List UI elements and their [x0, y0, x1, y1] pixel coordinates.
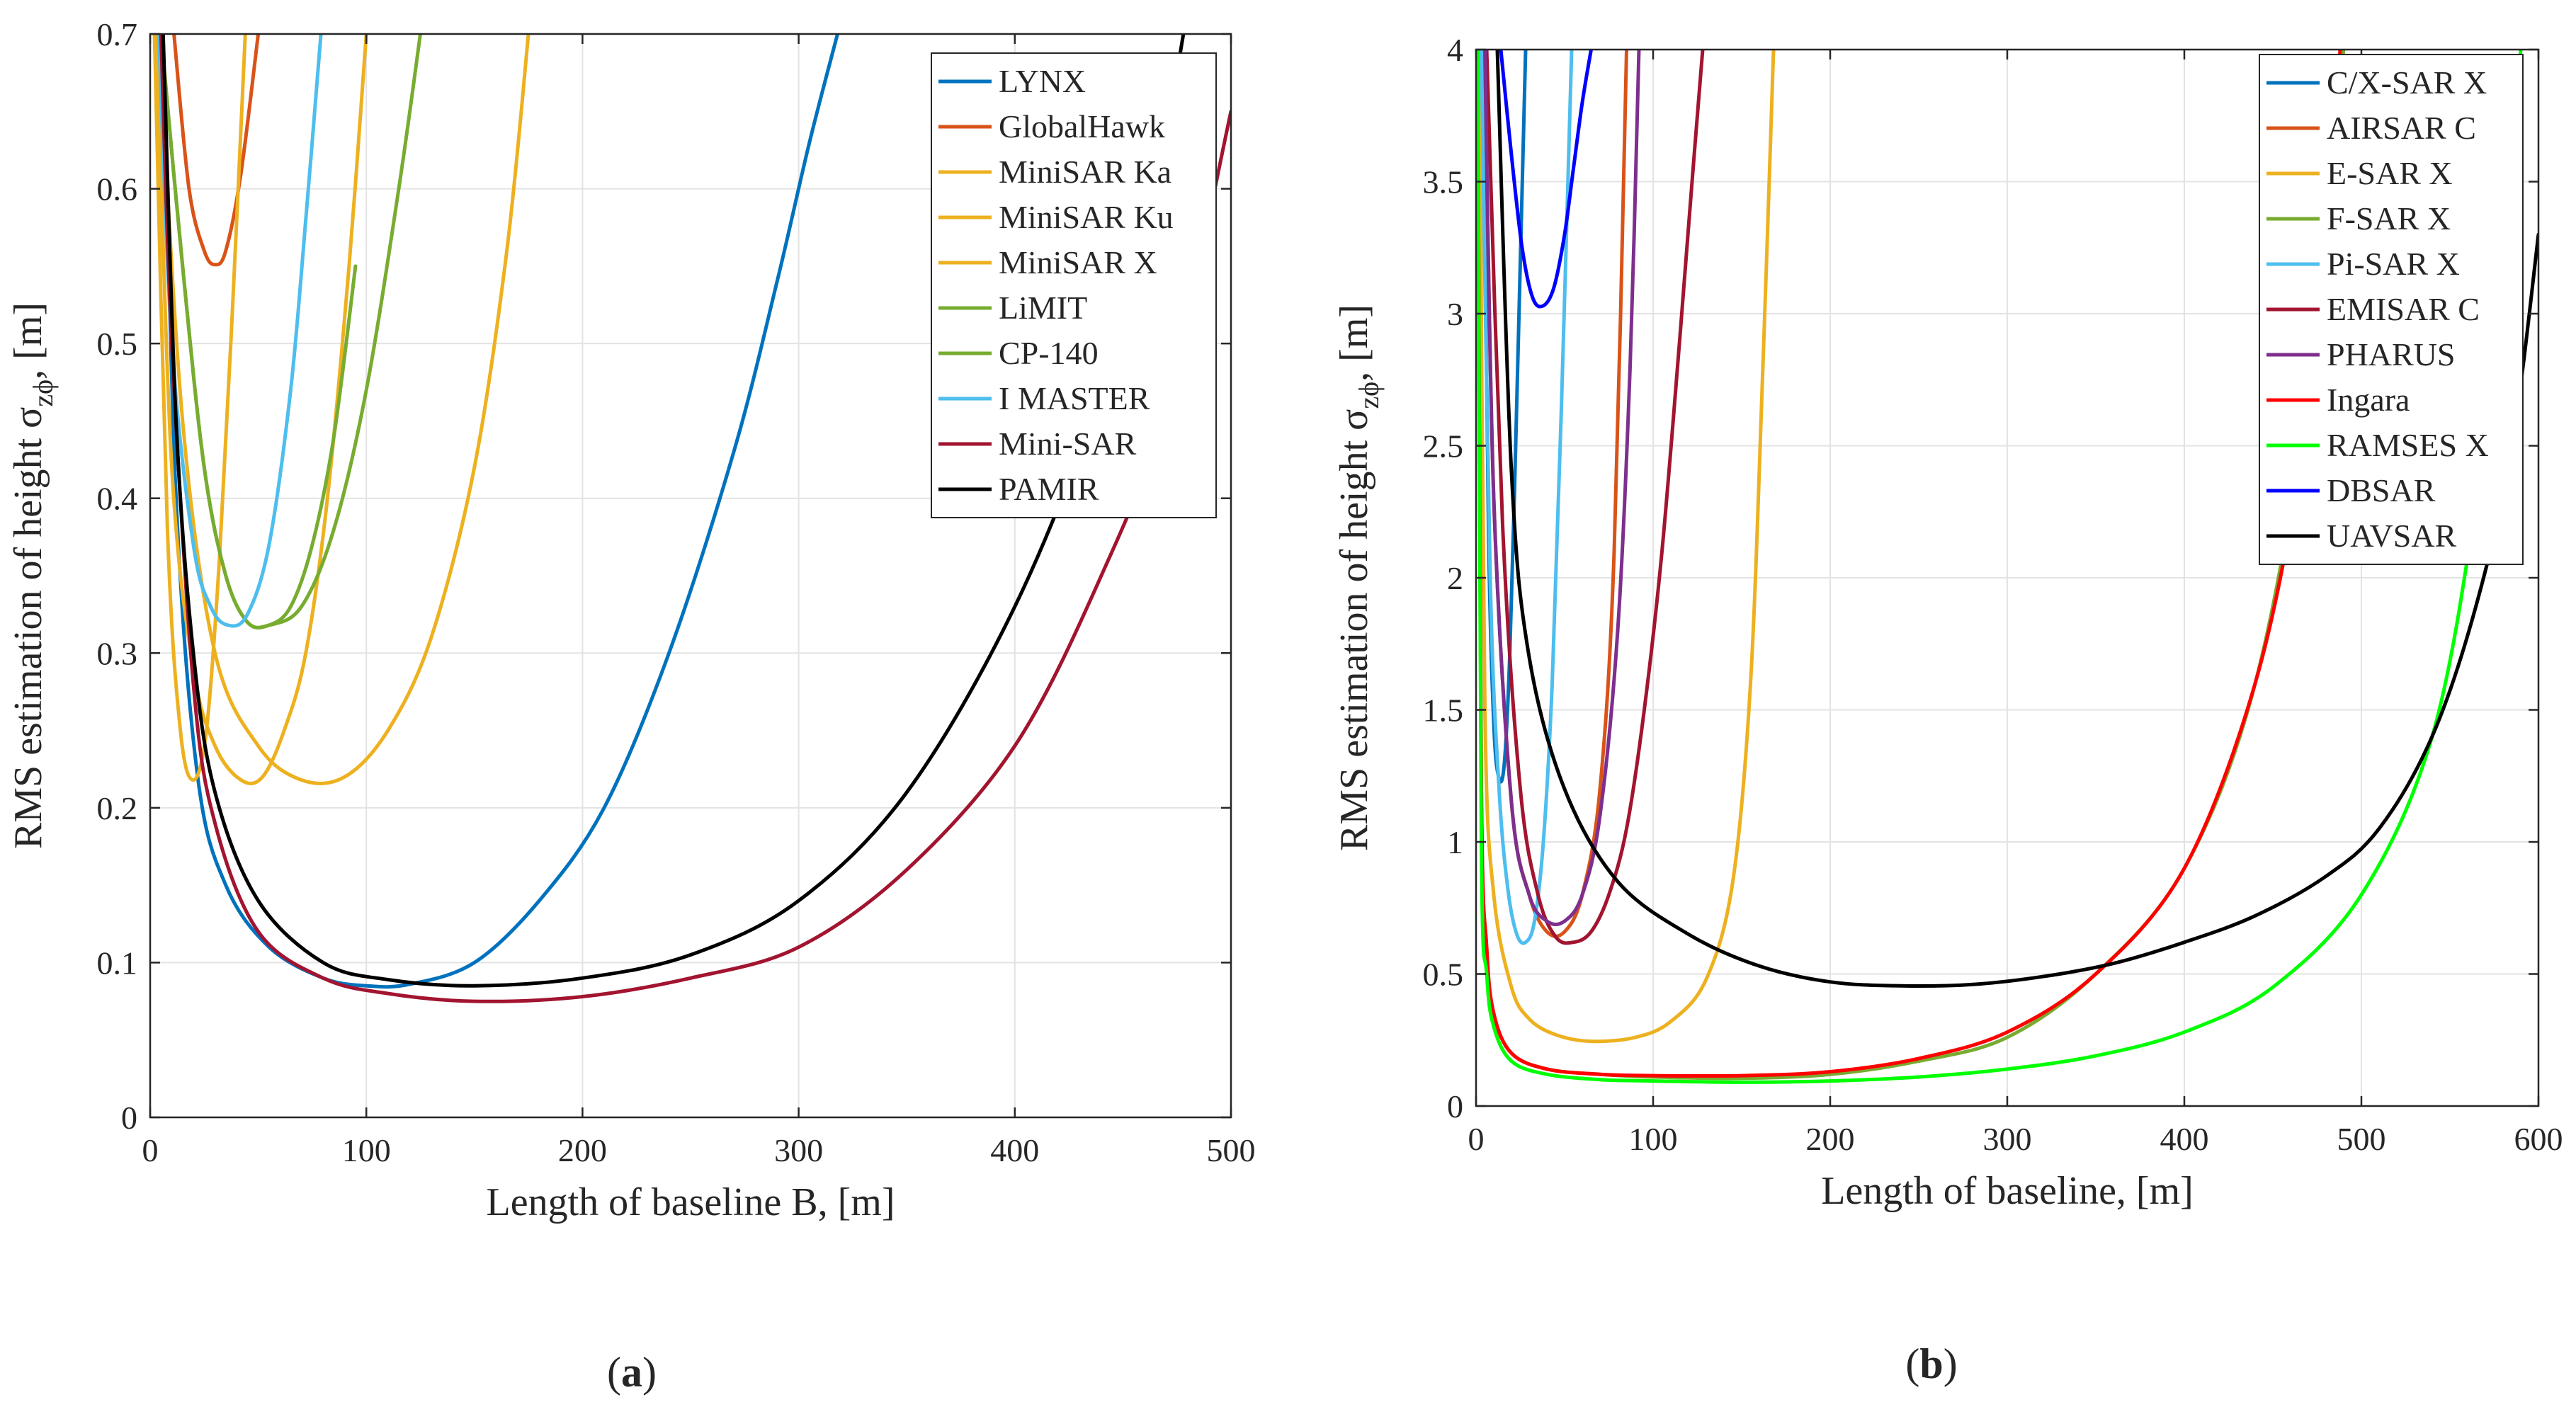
- legend-entry: Ingara: [2327, 382, 2410, 418]
- x-axis-label: Length of baseline B, [m]: [487, 1180, 895, 1224]
- series-line-dbsar: [1499, 50, 1593, 309]
- legend-entry: AIRSAR C: [2327, 110, 2476, 146]
- y-axis-label-main: RMS estimation of height σ: [1332, 409, 1376, 851]
- legend-entry: Pi-SAR X: [2327, 246, 2460, 282]
- x-tick-label: 600: [2514, 1121, 2563, 1157]
- y-axis-label-tail: , [m]: [1332, 304, 1376, 382]
- legend-entry: CP-140: [999, 335, 1099, 371]
- x-tick-label: 500: [2337, 1121, 2386, 1157]
- y-tick-label: 0.6: [97, 171, 138, 207]
- legend-entry: RAMSES X: [2327, 427, 2489, 463]
- panel-label-a: (a): [607, 1349, 657, 1396]
- legend-entry: MiniSAR X: [999, 244, 1157, 280]
- series-line-lynx: [161, 34, 839, 989]
- legend-entry: LiMIT: [999, 290, 1087, 326]
- y-axis-label-tail: , [m]: [6, 302, 50, 380]
- series-line-cp-140: [159, 34, 422, 629]
- x-tick-label: 200: [558, 1132, 607, 1168]
- series-line-ramses-x: [1476, 50, 2523, 1084]
- y-tick-label: 0.3: [97, 635, 138, 671]
- y-axis-label-main: RMS estimation of height σ: [6, 407, 50, 849]
- y-axis-label-sub: zϕ: [1353, 382, 1385, 409]
- x-axis-label: Length of baseline, [m]: [1821, 1169, 2194, 1213]
- legend-entry: C/X-SAR X: [2327, 64, 2487, 101]
- legend-entry: GlobalHawk: [999, 108, 1165, 144]
- legend-entry: PHARUS: [2327, 336, 2456, 372]
- legend-entry: DBSAR: [2327, 472, 2436, 508]
- x-tick-label: 300: [774, 1132, 823, 1168]
- x-tick-label: 400: [2160, 1121, 2209, 1157]
- x-tick-label: 100: [1629, 1121, 1678, 1157]
- legend-entry: EMISAR C: [2327, 291, 2480, 327]
- y-tick-label: 4: [1447, 32, 1463, 68]
- legend-entry: UAVSAR: [2327, 518, 2457, 554]
- series-group-b: [1476, 50, 2538, 1084]
- y-tick-label: 0.2: [97, 790, 138, 826]
- legend-box: [931, 52, 1217, 518]
- series-group-a: [152, 34, 1231, 1003]
- legend-entry: LYNX: [999, 63, 1086, 99]
- y-tick-label: 0.7: [97, 16, 138, 52]
- legend-b: C/X-SAR X AIRSAR C E-SAR X F-SAR X Pi-SAR X E…: [2259, 54, 2524, 565]
- axes-box-a: [149, 33, 1232, 1119]
- y-tick-label: 1: [1447, 824, 1463, 860]
- x-tick-label: 200: [1806, 1121, 1855, 1157]
- legend-entry: F-SAR X: [2327, 200, 2451, 236]
- chart-a: 0 100 200 300 400 500 0 0.1 0.2 0.3 0.4 0.5 0.6 0.7 Le…: [6, 16, 1256, 1396]
- y-tick-label: 0.1: [97, 945, 138, 981]
- y-tick-label: 0: [1447, 1088, 1463, 1124]
- legend-a: LYNX GlobalHawk MiniSAR Ka MiniSAR Ku MiniSA…: [931, 52, 1217, 518]
- y-tick-label: 1.5: [1423, 693, 1464, 729]
- series-line-pi-sar-x: [1480, 50, 1574, 945]
- y-axis-label-sub: zϕ: [27, 380, 59, 407]
- series-line-globalhawk: [172, 34, 261, 267]
- legend-entry: MiniSAR Ku: [999, 199, 1174, 235]
- series-line-minisar-x: [157, 34, 530, 786]
- y-tick-label: 0.4: [97, 481, 138, 517]
- chart-b: 0 100 200 300 400 500 600 0 0.5 1 1.5 2 2.5 3 3.5 4 Leng…: [1332, 32, 2563, 1387]
- x-tick-label: 300: [1983, 1121, 2032, 1157]
- y-tick-label: 0.5: [1423, 957, 1464, 993]
- legend-entry: PAMIR: [999, 471, 1099, 507]
- x-tick-label: 400: [990, 1132, 1039, 1168]
- legend-entry: I MASTER: [999, 380, 1150, 416]
- series-line-uavsar: [1495, 50, 2538, 988]
- x-tick-label: 500: [1207, 1132, 1256, 1168]
- y-axis-label: RMS estimation of height σzϕ, [m]: [1332, 304, 1385, 851]
- series-line-e-sar-x: [1477, 50, 1776, 1044]
- y-tick-label: 0.5: [97, 326, 138, 362]
- x-tick-label: 0: [1468, 1121, 1485, 1157]
- series-line-emisar-c: [1485, 50, 1705, 945]
- series-line-pharus: [1483, 50, 1641, 927]
- legend-entry: MiniSAR Ka: [999, 154, 1171, 190]
- x-tick-label: 100: [342, 1132, 391, 1168]
- y-tick-label: 3: [1447, 296, 1463, 332]
- x-tick-label: 0: [142, 1132, 159, 1168]
- y-axis-label: RMS estimation of height σzϕ, [m]: [6, 302, 59, 849]
- series-line-mini-sar: [159, 34, 1231, 1003]
- panel-label-b: (b): [1905, 1340, 1957, 1387]
- y-tick-label: 2.5: [1423, 428, 1464, 465]
- series-line-minisar-ku: [154, 34, 368, 785]
- y-tick-label: 2: [1447, 560, 1463, 596]
- legend-entry: Mini-SAR: [999, 426, 1137, 462]
- y-tick-label: 3.5: [1423, 164, 1464, 200]
- legend-entry: E-SAR X: [2327, 155, 2453, 191]
- y-tick-label: 0: [121, 1100, 137, 1136]
